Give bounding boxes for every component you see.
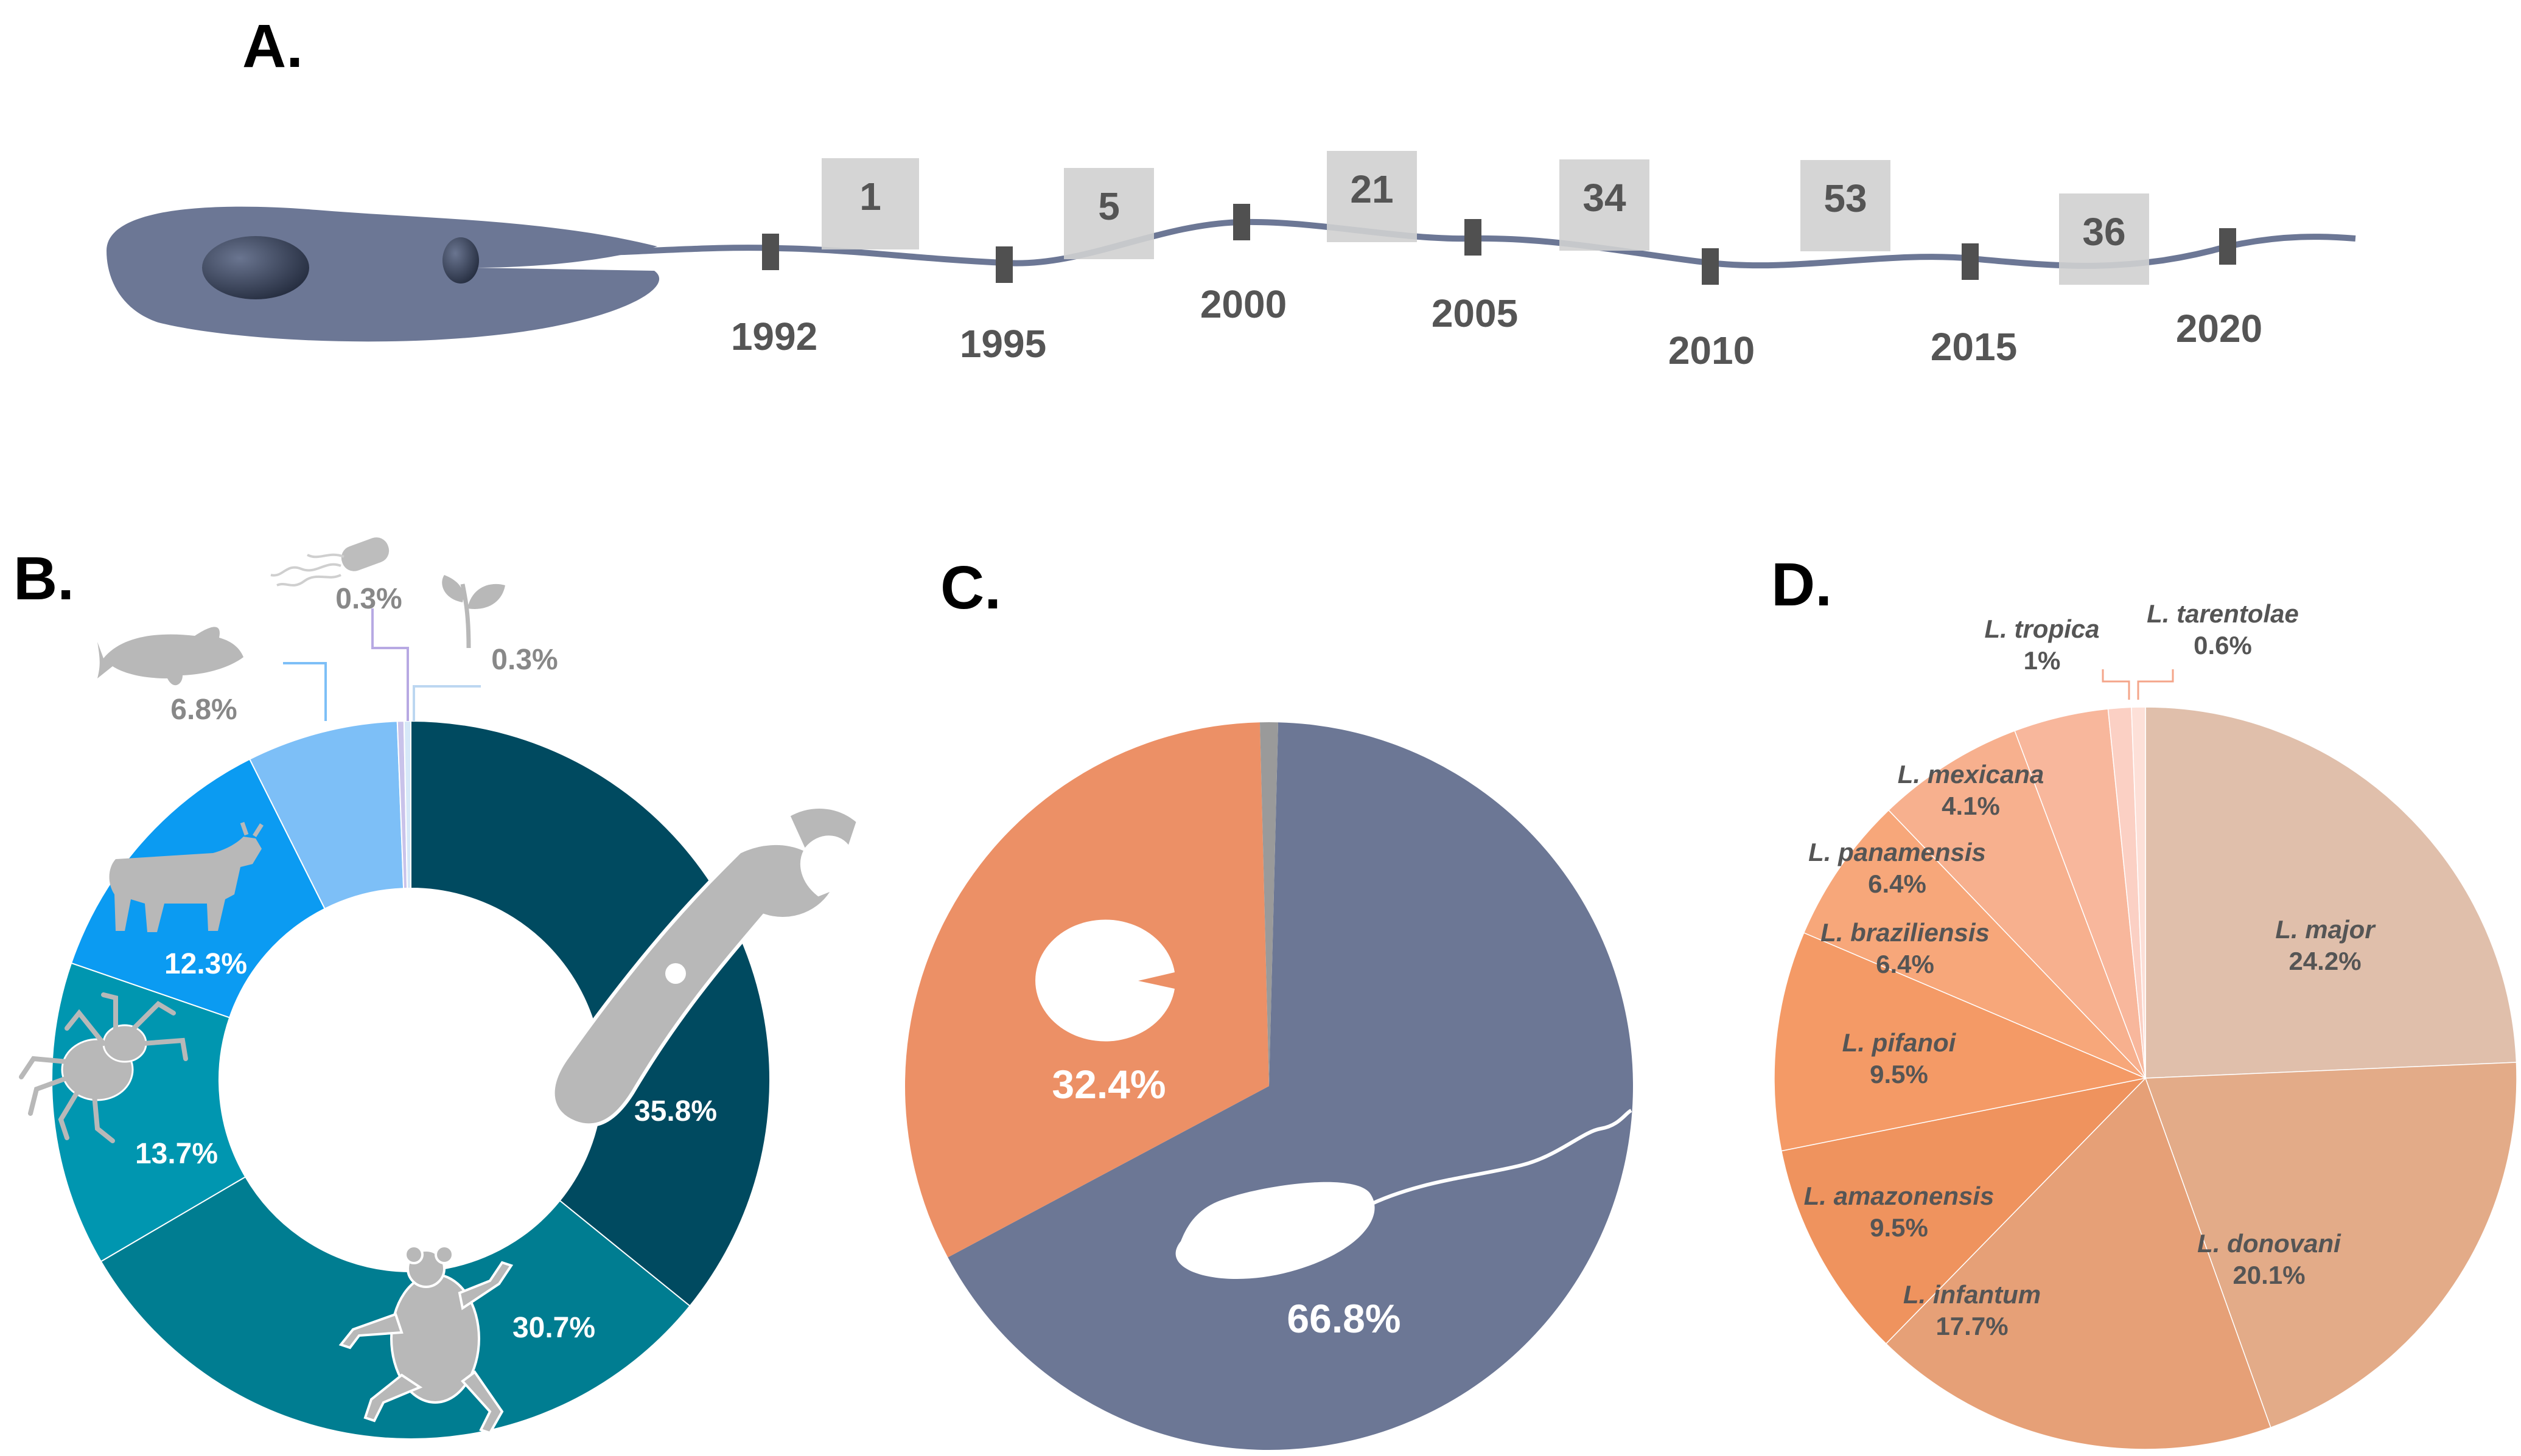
stage-pie-panel: 66.8% 32.4%: [905, 722, 1633, 1450]
species-name-l-tarentolae: L. tarentolae: [2147, 599, 2299, 628]
species-value-l-braziliensis: 6.4%: [1876, 950, 1934, 978]
bacteria-icon: [270, 537, 390, 587]
pie-slice-flagellated-promastigote: [948, 722, 1633, 1450]
timeline-tick: [762, 234, 779, 270]
panel-label-c: C.: [940, 554, 1001, 622]
timeline-year-label: 2005: [1432, 291, 1518, 335]
publication-count-label: 5: [1098, 184, 1120, 228]
publication-count-box: [1064, 168, 1154, 259]
timeline-year-label: 2020: [2176, 307, 2262, 350]
timeline-year-label: 2000: [1200, 282, 1287, 326]
publication-count-label: 36: [2082, 210, 2125, 254]
timeline-year-label: 1992: [731, 315, 817, 358]
timeline-tick: [1962, 243, 1979, 280]
publication-count-label: 34: [1582, 176, 1626, 220]
leader-line-l-tropica: [2102, 669, 2130, 700]
donut-label-plant: 0.3%: [491, 644, 558, 676]
amastigote-icon: [1035, 919, 1175, 1042]
pie-slice-l-braziliensis: [1803, 809, 2146, 1079]
pie-slice-l-infantum: [1885, 1077, 2271, 1450]
timeline-year-label: 2015: [1931, 325, 2017, 369]
timeline-tick: [1464, 219, 1481, 256]
pie-slice-other: [1259, 722, 1279, 1086]
species-value-l-mexicana: 4.1%: [1942, 792, 2000, 820]
donut-label-cattle: 12.3%: [164, 948, 247, 980]
species-name-l-donovani: L. donovani: [2197, 1229, 2341, 1258]
species-value-l-tropica: 1%: [2024, 646, 2061, 675]
species-value-l-panamensis: 6.4%: [1868, 869, 1926, 898]
panel-label-b: B.: [13, 545, 74, 613]
timeline-tick: [1702, 248, 1719, 285]
promastigote-flagellum-icon: [1362, 1109, 1632, 1210]
leader-line-fish: [283, 662, 327, 721]
species-value-l-infantum: 17.7%: [1935, 1312, 2008, 1340]
species-name-l-panamensis: L. panamensis: [1808, 838, 1986, 866]
leader-line-plant: [413, 685, 481, 721]
donut-label-fish: 6.8%: [170, 694, 237, 726]
donut-label-amphibian: 30.7%: [512, 1312, 595, 1344]
timeline-tick: [1233, 204, 1250, 240]
timeline-panel: 1992 1995 2000 2005 2010 2015 2020 1 5 21 34 53 36: [107, 151, 2356, 372]
timeline-year-label: 2010: [1668, 329, 1755, 372]
frog-icon: [338, 1245, 514, 1435]
panel-label-d: D.: [1771, 551, 1832, 619]
species-name-l-braziliensis: L. braziliensis: [1820, 918, 1990, 947]
species-name-l-infantum: L. infantum: [1903, 1280, 2041, 1309]
pie-slice-l-pifanoi: [1774, 932, 2147, 1152]
donut-label-tools: 35.8%: [634, 1095, 717, 1127]
species-value-l-tarentolae: 0.6%: [2194, 631, 2252, 660]
species-name-l-mexicana: L. mexicana: [1898, 760, 2044, 789]
species-name-l-pifanoi: L. pifanoi: [1842, 1028, 1957, 1057]
publication-count-label: 21: [1350, 167, 1393, 211]
species-value-l-amazonensis: 9.5%: [1870, 1213, 1928, 1242]
panel-label-a: A.: [242, 12, 303, 80]
cattle-icon: [109, 821, 264, 932]
kinetoplast-icon: [442, 237, 479, 284]
pie-label-amastigote: 32.4%: [1052, 1062, 1166, 1107]
leader-line-l-tarentolae: [2137, 669, 2174, 700]
species-pie-panel: L. major 24.2% L. donovani 20.1% L. infantum…: [1774, 599, 2517, 1450]
publication-count-box: [1800, 160, 1890, 251]
pie-slice-l-tarentolae: [2131, 706, 2146, 1079]
fish-icon: [97, 627, 243, 686]
wrench-icon: [551, 805, 861, 1127]
species-name-l-major: L. major: [2275, 915, 2376, 944]
timeline-year-label: 1995: [960, 322, 1046, 366]
publication-count-label: 53: [1823, 176, 1867, 220]
publication-count-box: [2059, 193, 2149, 285]
spider-icon: [19, 992, 188, 1143]
pie-slice-l-panamensis: [1887, 730, 2146, 1079]
species-name-l-amazonensis: L. amazonensis: [1804, 1182, 1995, 1210]
nucleus-icon: [202, 236, 309, 299]
plant-icon: [442, 575, 505, 649]
leader-line-bacteria: [371, 608, 409, 721]
donut-slice-tools: [410, 720, 771, 1307]
timeline-tick: [2219, 228, 2236, 265]
pie-label-promastigote: 66.8%: [1287, 1296, 1400, 1341]
species-value-l-major: 24.2%: [2288, 947, 2361, 975]
publication-count-box: [822, 158, 919, 249]
publication-count-label: 1: [859, 175, 881, 218]
species-name-l-tropica: L. tropica: [1984, 615, 2099, 643]
publication-count-box: [1559, 159, 1649, 251]
timeline-tick: [996, 246, 1013, 283]
publication-count-box: [1327, 151, 1417, 242]
donut-label-arachnid: 13.7%: [135, 1138, 218, 1170]
source-donut-panel: 35.8% 30.7% 13.7% 12.3% 6.8% 0.3% 0.3%: [19, 537, 861, 1440]
species-value-l-donovani: 20.1%: [2233, 1261, 2305, 1289]
species-value-l-pifanoi: 9.5%: [1870, 1060, 1928, 1089]
parasite-body-icon: [107, 206, 660, 342]
donut-label-bacteria: 0.3%: [335, 583, 402, 615]
promastigote-icon: [1175, 1182, 1375, 1279]
pie-slice-l-major: [2145, 706, 2517, 1079]
pie-slice-l-amazonensis: [1780, 1077, 2147, 1345]
donut-slice-plant: [403, 720, 411, 890]
